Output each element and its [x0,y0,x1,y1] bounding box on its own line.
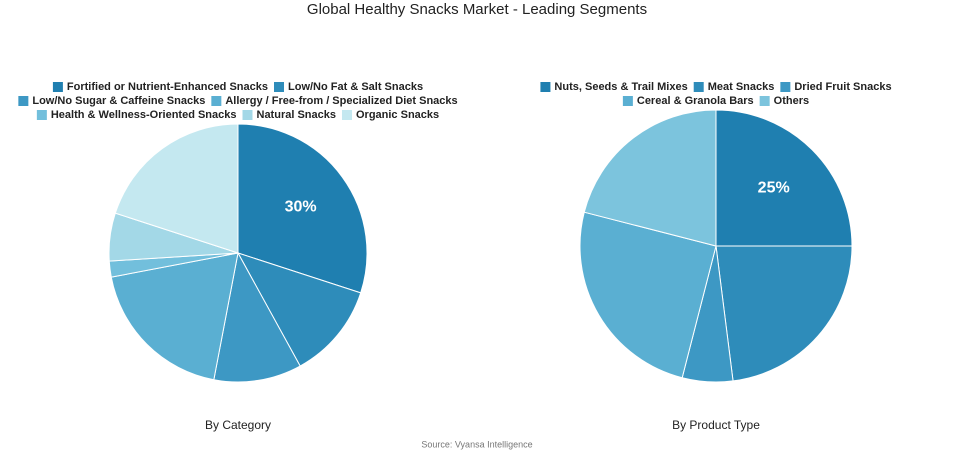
legend-label: Others [774,95,809,107]
data-label: 25% [758,180,790,197]
legend-row: Cereal & Granola Bars Others [622,95,809,107]
legend-swatch [780,82,791,92]
legend-row: Health & Wellness-Oriented Snacks Natural… [36,109,439,121]
pie-slice [213,251,301,383]
legend-swatch [211,96,222,106]
subplot-title: By Product Type [672,418,760,432]
legend-label: Cereal & Granola Bars [637,95,754,107]
legend-swatch [36,110,47,120]
legend-swatch [52,82,63,92]
legend-swatch [274,82,284,92]
legend-row: Fortified or Nutrient-Enhanced Snacks Low… [52,81,423,93]
legend-label: Low/No Fat & Salt Snacks [288,81,423,93]
legend-label: Fortified or Nutrient-Enhanced Snacks [67,81,268,93]
legend-label: Health & Wellness-Oriented Snacks [51,109,237,121]
legend-label: Organic Snacks [356,109,439,121]
pie-slice [583,109,717,247]
legend-row: Low/No Sugar & Caffeine Snacks Allergy / … [18,95,458,107]
legend-swatch [759,96,770,106]
legend-swatch [341,110,352,120]
data-label: 30% [285,199,317,216]
legend-label: Dried Fruit Snacks [794,81,891,93]
chart-title: Global Healthy Snacks Market - Leading S… [307,1,647,18]
legend-row: Nuts, Seeds & Trail Mixes Meat Snacks Drie… [540,81,892,93]
pie-slice [715,109,853,247]
legend-label: Meat Snacks [708,81,775,93]
legend-swatch [242,110,253,120]
pie-slice [237,123,368,294]
legend-label: Low/No Sugar & Caffeine Snacks [32,95,205,107]
legend-swatch [622,96,633,106]
subplot-title: By Category [205,418,271,432]
legend-swatch [693,82,704,92]
source: Source: Vyansa Intelligence [421,439,532,449]
pie-slice [579,211,717,379]
legend-swatch [540,82,551,92]
pie-slice [715,245,853,382]
legend-swatch [18,96,29,106]
legend-label: Allergy / Free-from / Specialized Diet S… [225,95,457,107]
pie-slice [110,252,239,381]
legend-label: Nuts, Seeds & Trail Mixes [554,81,687,93]
pie-slice [114,123,239,254]
pie-slice [236,252,362,367]
legend-label: Natural Snacks [257,109,336,121]
